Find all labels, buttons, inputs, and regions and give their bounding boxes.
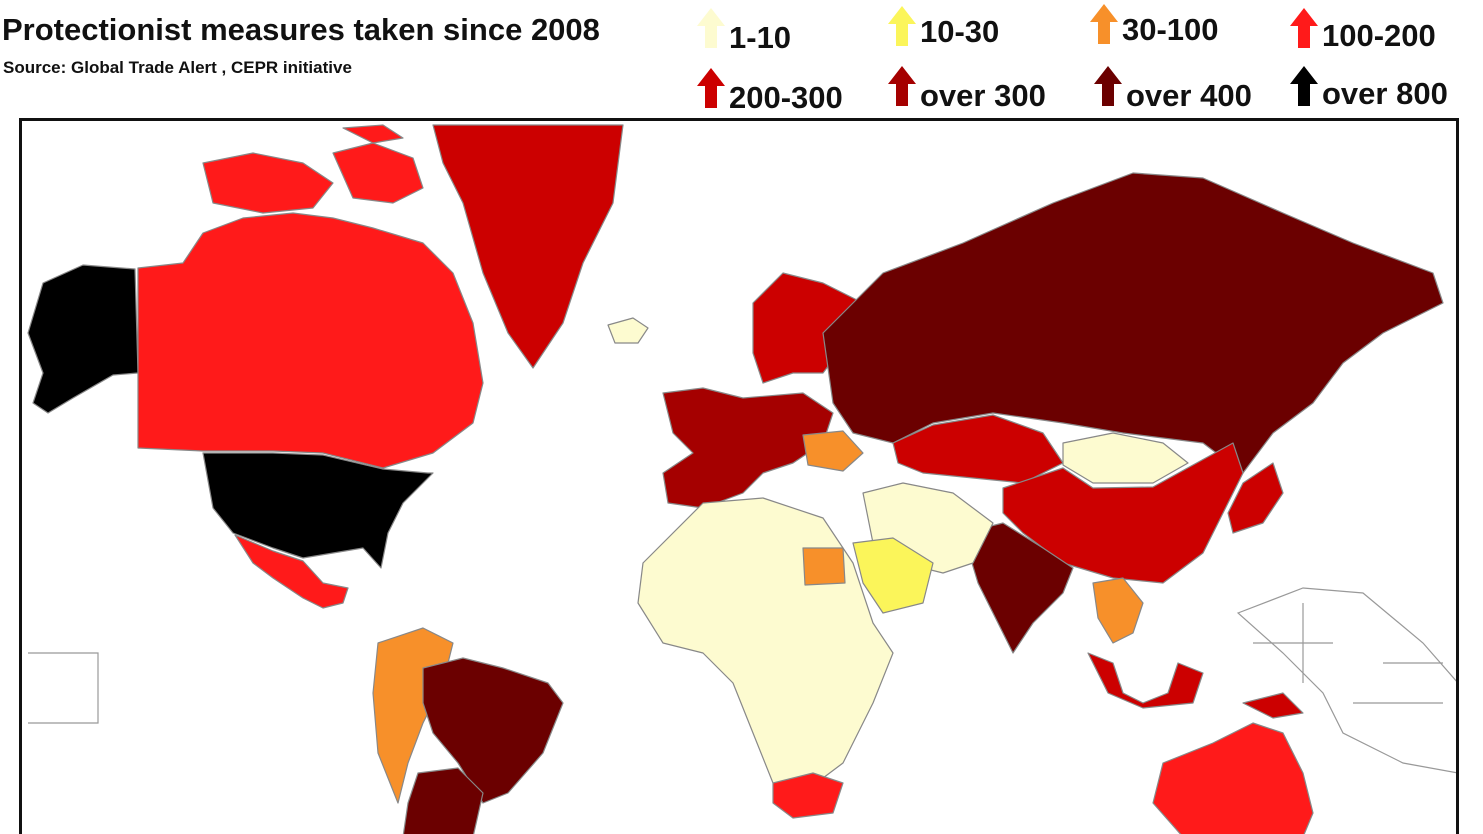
legend-label: over 300 (920, 78, 1046, 113)
region-egypt (802, 547, 846, 586)
region-russia (822, 172, 1444, 474)
world-map (19, 118, 1459, 834)
region-india (962, 522, 1074, 654)
region-japan (1227, 462, 1284, 534)
legend-item: 10-30 (888, 6, 999, 47)
legend-label: 30-100 (1122, 12, 1219, 47)
legend-label: 100-200 (1322, 18, 1436, 53)
region-china (1002, 442, 1244, 584)
region-southeast-asia (1092, 577, 1144, 644)
map-title: Protectionist measures taken since 2008 (2, 12, 600, 47)
legend-item: over 400 (1094, 66, 1252, 111)
legend-label: over 800 (1322, 76, 1448, 111)
arrow-up-icon (1094, 66, 1122, 106)
legend-item: 100-200 (1290, 8, 1436, 51)
arrow-up-icon (1290, 66, 1318, 106)
arrow-up-icon (888, 6, 916, 46)
region-kazakhstan (892, 414, 1064, 484)
region-greenland (432, 124, 624, 369)
region-ukraine (802, 430, 864, 472)
region-brazil (422, 657, 564, 804)
legend-label: over 400 (1126, 78, 1252, 113)
region-argentina (402, 767, 484, 834)
arrow-up-icon (1290, 8, 1318, 48)
arrow-up-icon (697, 68, 725, 108)
region-indonesia (1242, 692, 1304, 719)
legend-label: 1-10 (729, 20, 792, 55)
region-mexico (234, 534, 349, 609)
region-canada (137, 212, 484, 469)
region-western-europe (662, 387, 834, 509)
region-canada (332, 142, 424, 204)
region-canada (342, 124, 404, 144)
region-australia (1152, 722, 1314, 834)
legend-item: 1-10 (697, 8, 791, 53)
region-saudi-arabia (852, 537, 934, 614)
legend-item: over 300 (888, 66, 1046, 111)
arrow-up-icon (888, 66, 916, 106)
legend-label: 10-30 (920, 14, 1000, 49)
legend-item: 30-100 (1090, 4, 1219, 45)
region-canada (202, 152, 334, 214)
region-indonesia (1087, 652, 1204, 709)
region-iceland (607, 317, 649, 344)
region-mongolia (1062, 432, 1189, 484)
legend-item: 200-300 (697, 68, 843, 113)
map-source: Source: Global Trade Alert , CEPR initia… (3, 58, 352, 77)
arrow-up-icon (697, 8, 725, 48)
legend-item: over 800 (1290, 66, 1448, 109)
legend-label: 200-300 (729, 80, 843, 115)
region-south-africa (772, 772, 844, 819)
arrow-up-icon (1090, 4, 1118, 44)
region-usa (202, 452, 434, 569)
region-alaska (27, 264, 139, 414)
